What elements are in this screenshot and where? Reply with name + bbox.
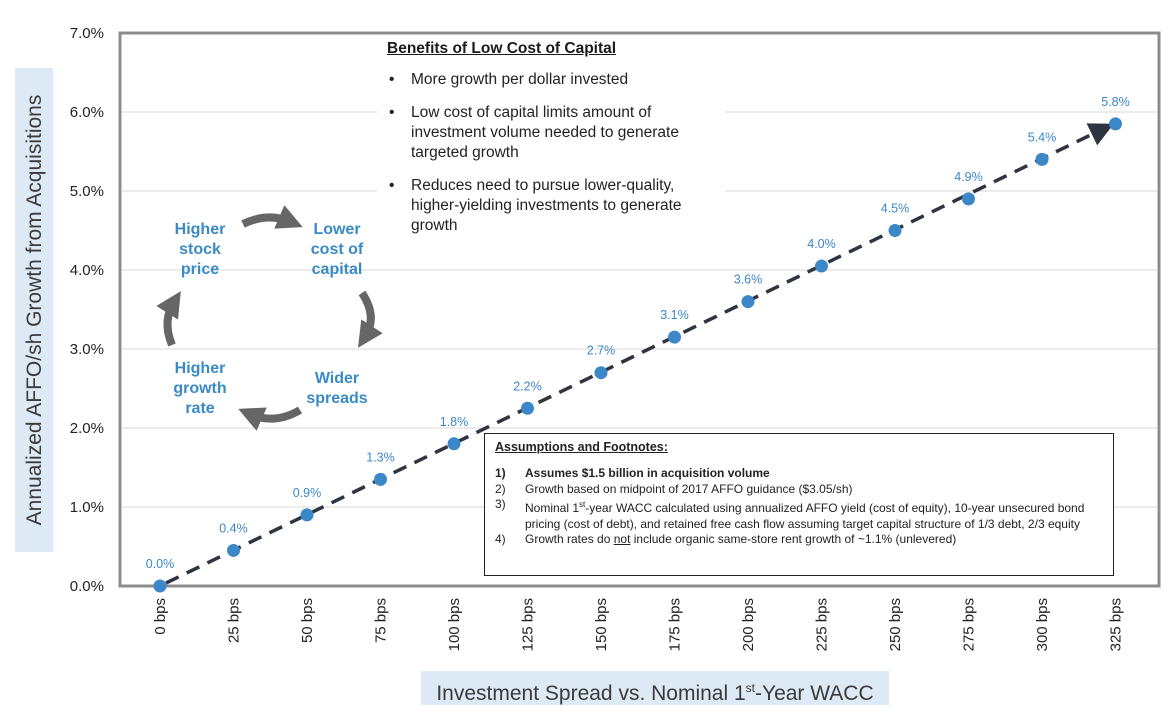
benefit-item: Reduces need to pursue lower-quality, hi… <box>387 176 717 236</box>
y-tick-labels: 0.0% 1.0% 2.0% 3.0% 4.0% 5.0% 6.0% 7.0% <box>70 25 104 595</box>
footnote-item: 4) Growth rates do not include organic sa… <box>495 532 1103 548</box>
y-tick-label: 5.0% <box>70 183 104 200</box>
data-point <box>521 401 534 415</box>
y-tick-label: 2.0% <box>70 420 104 437</box>
y-tick-label: 0.0% <box>70 578 104 595</box>
data-points <box>153 117 1122 593</box>
cycle-wider-spreads: Wider spreads <box>306 370 368 407</box>
data-label: 0.4% <box>219 521 248 535</box>
footnote-text: Assumes $1.5 billion in acquisition volu… <box>525 466 770 480</box>
data-point <box>1035 152 1049 166</box>
footnote-text: -year WACC calculated using annualized A… <box>525 501 1085 531</box>
x-tick-labels: 0 bps 25 bps 50 bps 75 bps 100 bps 125 bps 150… <box>152 598 1125 651</box>
data-point <box>1109 117 1122 131</box>
data-label: 5.4% <box>1028 130 1057 144</box>
footnote-item: 1) Assumes $1.5 billion in acquisition vo… <box>495 466 1103 482</box>
cycle-arrow-down-icon <box>358 290 383 348</box>
x-tick-label: 275 bps <box>961 598 978 651</box>
benefits-box: Benefits of Low Cost of Capital More gro… <box>377 36 725 255</box>
data-label: 5.8% <box>1101 95 1130 109</box>
data-label: 3.6% <box>734 273 763 287</box>
trend-arrow <box>165 123 1114 585</box>
footnote-number: 2) <box>495 481 506 496</box>
x-tick-label: 50 bps <box>299 598 316 643</box>
data-label: 2.2% <box>513 379 542 393</box>
data-point <box>227 543 240 557</box>
x-tick-label: 325 bps <box>1108 598 1125 651</box>
x-tick-label: 225 bps <box>814 598 831 651</box>
data-labels: 0.0% 0.4% 0.9% 1.3% 1.8% 2.2% 2.7% 3.1% 3.6% 4.0%… <box>146 95 1130 571</box>
x-axis-title-part: Investment Spread vs. Nominal 1 <box>436 682 746 705</box>
x-tick-label: 0 bps <box>152 598 169 635</box>
footnote-text: Growth rates do <box>525 532 614 546</box>
footnotes-box: Assumptions and Footnotes: 1) Assumes $1.… <box>484 433 1114 576</box>
footnote-number: 4) <box>495 532 506 546</box>
data-point <box>153 579 167 593</box>
cycle-higher-stock-price: Higher stock price <box>174 221 226 278</box>
data-point <box>594 366 608 380</box>
cycle-arrows <box>156 205 383 431</box>
data-label: 4.5% <box>881 202 910 216</box>
data-point <box>447 437 461 451</box>
data-point <box>668 330 681 344</box>
footnote-item: 2) Growth based on midpoint of 2017 AFFO … <box>495 482 1103 498</box>
cycle-higher-growth-rate: Higher growth rate <box>173 360 227 417</box>
footnotes-list: 1) Assumes $1.5 billion in acquisition vo… <box>495 466 1103 548</box>
data-point <box>962 192 975 206</box>
data-label: 0.9% <box>293 486 322 500</box>
x-tick-label: 300 bps <box>1034 598 1051 651</box>
cycle-arrow-left-icon <box>238 406 303 431</box>
footnotes-title: Assumptions and Footnotes: <box>495 440 668 454</box>
footnote-sup: st <box>579 500 586 509</box>
data-point <box>815 259 828 273</box>
data-label: 1.8% <box>440 415 469 429</box>
cycle-lower-cost-of-capital: Lower cost of capital <box>310 221 364 278</box>
cycle-arrow-right-icon <box>241 205 303 229</box>
footnote-item: 3) Nominal 1st-year WACC calculated using… <box>495 497 1103 532</box>
y-tick-label: 1.0% <box>70 499 104 516</box>
x-tick-label: 200 bps <box>740 598 757 651</box>
data-label: 3.1% <box>660 308 689 322</box>
data-label: 4.9% <box>954 170 983 184</box>
data-label: 2.7% <box>587 344 616 358</box>
footnote-number: 3) <box>495 497 506 511</box>
x-tick-label: 175 bps <box>667 598 684 651</box>
footnote-text: Nominal 1 <box>525 501 580 515</box>
y-tick-label: 3.0% <box>70 341 104 358</box>
y-tick-label: 6.0% <box>70 104 104 121</box>
y-tick-label: 7.0% <box>70 25 104 42</box>
x-tick-label: 75 bps <box>373 598 390 643</box>
data-label: 4.0% <box>807 237 836 251</box>
y-tick-label: 4.0% <box>70 262 104 279</box>
x-tick-label: 100 bps <box>446 598 463 651</box>
data-label: 1.3% <box>366 450 395 464</box>
data-point <box>374 472 387 486</box>
data-point <box>300 508 314 522</box>
x-tick-label: 250 bps <box>887 598 904 651</box>
y-axis-title: Annualized AFFO/sh Growth from Acquisiti… <box>23 94 46 526</box>
x-tick-label: 125 bps <box>520 598 537 651</box>
x-tick-label: 25 bps <box>226 598 243 643</box>
footnote-number: 1) <box>495 466 506 480</box>
benefits-title: Benefits of Low Cost of Capital <box>387 40 617 57</box>
x-axis-title: Investment Spread vs. Nominal 1st-Year W… <box>421 671 889 705</box>
footnote-text: Growth based on midpoint of 2017 AFFO gu… <box>525 481 853 496</box>
benefit-item: Low cost of capital limits amount of inv… <box>387 103 717 163</box>
footnote-underlined: not <box>613 532 631 546</box>
footnote-text: include organic same-store rent growth o… <box>630 532 957 546</box>
data-point <box>741 295 755 309</box>
data-label: 0.0% <box>146 557 175 571</box>
data-point <box>888 224 902 237</box>
x-axis-title-sup: st <box>745 681 755 695</box>
x-axis-title-part: -Year WACC <box>755 682 874 705</box>
y-axis-title-bg <box>15 68 53 552</box>
cycle-arrow-up-icon <box>156 291 181 347</box>
benefit-item: More growth per dollar invested <box>387 70 717 90</box>
benefits-list: More growth per dollar invested Low cost… <box>387 70 717 236</box>
x-tick-label: 150 bps <box>593 598 610 651</box>
